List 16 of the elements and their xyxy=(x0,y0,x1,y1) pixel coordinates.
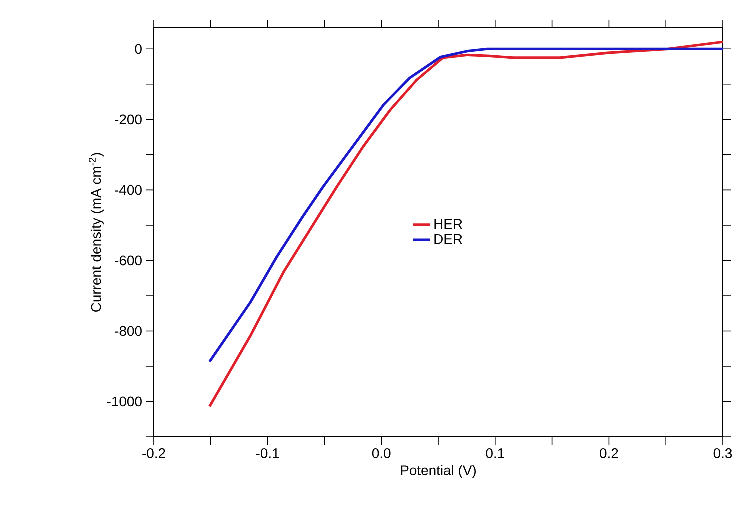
x-axis-title: Potential (V) xyxy=(401,465,476,478)
x-tick-label: -0.2 xyxy=(142,448,166,458)
y-tick-label: -600 xyxy=(115,256,142,266)
y-tick-label: -200 xyxy=(115,114,142,125)
x-tick-label: 0.2 xyxy=(600,448,618,458)
y-tick-label: -1000 xyxy=(107,396,142,407)
legend-label: DER xyxy=(434,234,462,244)
y-tick-label: -800 xyxy=(115,326,142,336)
y-tick-label: 0 xyxy=(135,44,142,54)
y-axis-title: Current density (mA cm$^{-2}$) xyxy=(89,153,104,312)
x-tick-label: 0.3 xyxy=(714,448,732,458)
x-tick-label: 0.0 xyxy=(372,448,391,458)
legend-label: HER xyxy=(434,219,462,230)
x-tick-label: 0.1 xyxy=(486,448,504,458)
y-tick-label: -400 xyxy=(115,185,142,196)
x-tick-label: -0.1 xyxy=(256,448,280,458)
